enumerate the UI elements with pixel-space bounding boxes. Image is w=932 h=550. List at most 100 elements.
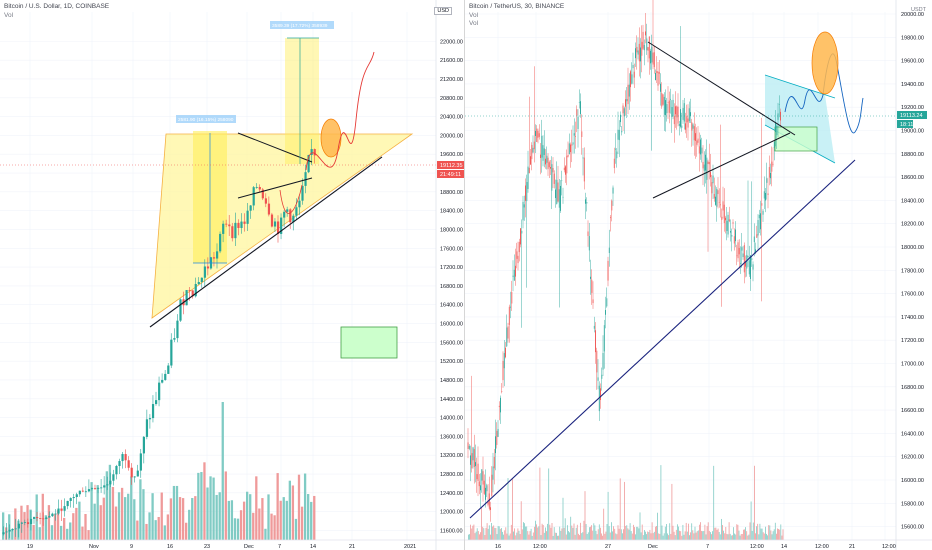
candle-body — [740, 263, 741, 264]
volume-bar — [585, 524, 587, 540]
x-tick-label: 16 — [495, 544, 501, 550]
volume-bar — [151, 493, 154, 540]
volume-bar — [307, 494, 310, 540]
volume-bar — [519, 534, 521, 540]
volume-bar — [582, 532, 584, 540]
volume-bar — [761, 528, 763, 540]
right-chart-pane[interactable]: 20000.00 19800.00 19600.00 19400.00 19200.00… — [465, 0, 932, 550]
pane-divider[interactable] — [464, 0, 465, 550]
volume-bar — [87, 530, 90, 540]
candle-body — [565, 166, 566, 175]
volume-bar — [66, 528, 69, 540]
candle-body — [618, 129, 620, 141]
candle-body — [732, 222, 734, 224]
volume-bar — [273, 515, 276, 540]
target-ellipse[interactable] — [320, 118, 342, 158]
volume-bar — [549, 524, 551, 540]
volume-bar — [735, 534, 737, 540]
x-tick-label: 12:00 — [815, 544, 829, 550]
volume-bar — [659, 533, 661, 540]
candle-body — [676, 106, 678, 118]
candle-body — [219, 233, 222, 252]
candle-body — [765, 192, 766, 201]
volume-bar — [188, 509, 191, 540]
entry-box[interactable] — [774, 126, 818, 152]
volume-bar — [120, 487, 124, 540]
y-tick-label: 20000.00 — [901, 12, 924, 18]
candle-body — [767, 193, 769, 195]
volume-bar — [96, 485, 99, 540]
volume-bar — [617, 525, 619, 540]
y-tick-label: 16600.00 — [901, 408, 924, 414]
candle-body — [505, 347, 506, 358]
candle-body — [545, 158, 546, 165]
volume-bar — [671, 483, 673, 540]
candle-body — [520, 228, 521, 245]
volume-bar — [729, 533, 731, 540]
volume-bar — [736, 524, 738, 540]
volume-bar — [114, 506, 118, 540]
candle-body — [475, 462, 476, 467]
long-support-trendline[interactable] — [469, 159, 856, 519]
currency-toggle[interactable]: USD — [434, 7, 452, 15]
right-chart-title: Bitcoin / TetherUS, 30, BINANCE — [469, 3, 565, 10]
volume-bar — [526, 526, 528, 540]
volume-bar — [726, 533, 728, 540]
x-tick-label: 7 — [706, 544, 709, 550]
candle-body — [573, 133, 575, 136]
volume-bar — [586, 533, 588, 540]
volume-bar — [670, 533, 672, 540]
measure-zone-2[interactable] — [285, 38, 319, 164]
candle-body — [542, 145, 544, 161]
left-chart-pane[interactable]: 2581.90 (16.15%) 258090 3589.39 (17.72%) … — [0, 0, 464, 550]
target-ellipse[interactable] — [811, 31, 839, 95]
candle-body — [777, 113, 779, 120]
volume-bar — [706, 526, 708, 540]
target-box[interactable] — [340, 326, 398, 359]
volume-bar — [270, 513, 273, 540]
pattern-trendline[interactable] — [237, 177, 313, 199]
right-chart-canvas[interactable]: 20000.00 19800.00 19600.00 19400.00 19200.00… — [465, 0, 932, 550]
support-trendline[interactable] — [652, 132, 791, 199]
left-chart-canvas[interactable]: 2581.90 (16.15%) 258090 3589.39 (17.72%) … — [0, 0, 464, 550]
candle-body — [607, 260, 609, 281]
candle-body — [170, 339, 173, 366]
volume-bar — [531, 535, 533, 540]
volume-bar — [624, 481, 625, 540]
support-trendline[interactable] — [149, 156, 383, 328]
candle-body — [492, 466, 494, 480]
resistance-trendline[interactable] — [647, 41, 796, 136]
volume-bar — [553, 527, 555, 540]
candle-body — [595, 330, 596, 353]
candle-body — [523, 204, 525, 208]
volume-bar — [499, 528, 501, 540]
y-tick-label: 13200.00 — [440, 453, 463, 459]
volume-bar — [90, 482, 93, 540]
projection-path[interactable] — [305, 51, 375, 171]
volume-bar — [744, 529, 745, 540]
candle-body — [687, 118, 689, 128]
volume-bar — [160, 492, 163, 540]
volume-bar — [479, 534, 480, 540]
candle-body — [526, 182, 528, 202]
candle-body — [600, 388, 601, 400]
volume-bar — [111, 486, 115, 540]
y-tick-label: 17200.00 — [901, 338, 924, 344]
volume-bar — [750, 501, 752, 540]
volume-bar — [696, 531, 698, 540]
candle-body — [583, 157, 585, 182]
candle-body — [525, 185, 526, 201]
volume-bar — [639, 512, 641, 540]
volume-bar — [623, 529, 624, 540]
candle-body — [185, 290, 188, 306]
candle-body — [670, 98, 671, 100]
volume-bar — [504, 530, 506, 540]
candle-body — [735, 229, 736, 242]
volume-bar — [781, 535, 783, 540]
candle-body — [188, 290, 191, 291]
candle-body — [127, 460, 130, 468]
volume-bar — [206, 487, 209, 540]
descending-channel-zone[interactable] — [765, 75, 835, 163]
volume-bar — [534, 526, 535, 540]
candle-body — [480, 485, 481, 491]
